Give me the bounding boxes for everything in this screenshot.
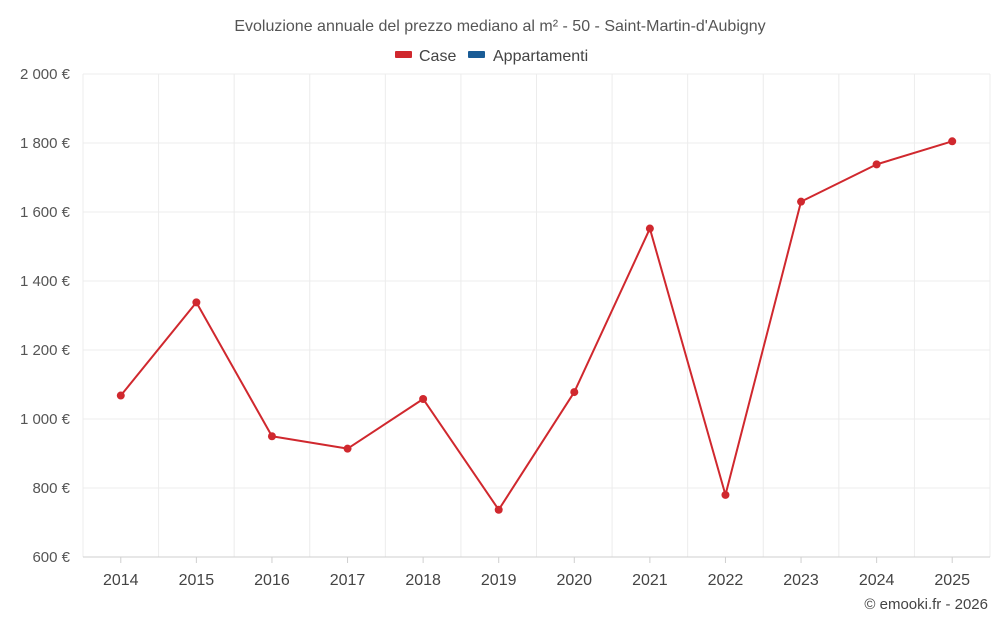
x-tick-label: 2022: [708, 572, 744, 589]
legend: Case Appartamenti: [395, 48, 588, 65]
y-tick-label: 2 000 €: [20, 66, 71, 83]
data-point-2016[interactable]: [267, 432, 276, 441]
legend-label-appartamenti: Appartamenti: [493, 48, 588, 65]
y-tick-label: 1 200 €: [20, 342, 71, 359]
x-tick-label: 2014: [103, 572, 139, 589]
data-point-2020[interactable]: [570, 388, 579, 397]
data-point-2022[interactable]: [721, 490, 730, 499]
x-tick-label: 2023: [783, 572, 819, 589]
chart-title: Evoluzione annuale del prezzo mediano al…: [234, 18, 765, 35]
legend-item-appartamenti[interactable]: Appartamenti: [468, 48, 588, 65]
credit-text: © emooki.fr - 2026: [864, 596, 988, 613]
x-tick-label: 2015: [179, 572, 215, 589]
x-tick-label: 2024: [859, 572, 895, 589]
y-tick-label: 1 000 €: [20, 411, 71, 428]
data-point-2019[interactable]: [494, 505, 503, 514]
data-point-2015[interactable]: [192, 298, 201, 307]
y-tick-label: 800 €: [32, 480, 70, 497]
series-case: [116, 137, 957, 514]
y-tick-label: 1 400 €: [20, 273, 71, 290]
y-tick-label: 1 800 €: [20, 135, 71, 152]
x-tick-label: 2018: [405, 572, 441, 589]
x-tick-label: 2017: [330, 572, 366, 589]
x-axis: 2014 2015 2016 2017 2018 2019 2020 2021 2022 2023…: [83, 556, 990, 589]
legend-item-case[interactable]: Case: [395, 48, 456, 65]
x-tick-label: 2020: [556, 572, 592, 589]
y-axis: 600 € 800 € 1 000 € 1 200 € 1 400 € 1 600 € 1 …: [20, 66, 71, 566]
data-point-2021[interactable]: [645, 224, 654, 233]
x-tick-label: 2016: [254, 572, 290, 589]
x-tick-label: 2019: [481, 572, 517, 589]
series-line-case: [120, 140, 953, 511]
data-point-2023[interactable]: [797, 197, 806, 206]
grid: [82, 73, 991, 557]
y-tick-label: 1 600 €: [20, 204, 71, 221]
x-tick-label: 2025: [934, 572, 970, 589]
data-point-2025[interactable]: [948, 137, 957, 146]
legend-swatch-case: [395, 51, 412, 58]
legend-label-case: Case: [419, 48, 456, 65]
data-point-2014[interactable]: [116, 391, 125, 400]
legend-swatch-appartamenti: [468, 51, 485, 58]
x-tick-label: 2021: [632, 572, 668, 589]
data-point-2017[interactable]: [343, 444, 352, 453]
data-point-2024[interactable]: [872, 160, 881, 169]
y-tick-label: 600 €: [32, 549, 70, 566]
data-point-2018[interactable]: [419, 394, 428, 403]
